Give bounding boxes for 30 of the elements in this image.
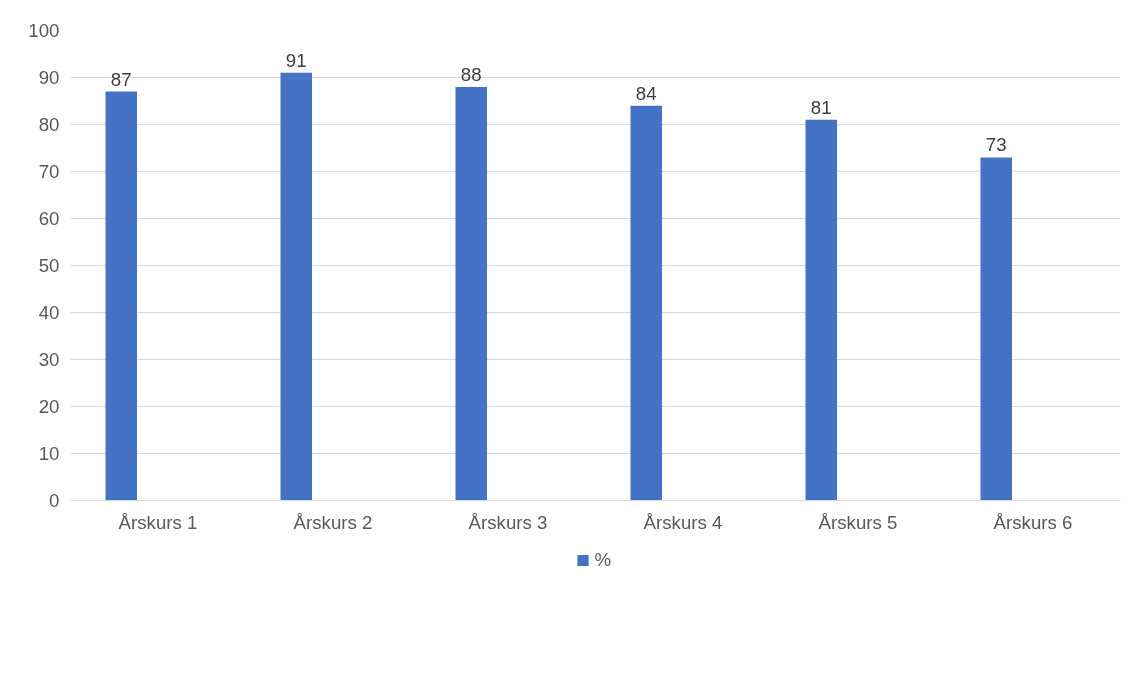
bar [280,72,312,501]
x-tick-label: Årskurs 2 [293,511,373,533]
y-tick-label: 20 [38,396,60,417]
data-label: 88 [460,63,482,85]
x-tick-label: Årskurs 4 [643,511,723,533]
data-label: 84 [635,82,657,104]
data-label: 81 [810,96,832,118]
y-tick-label: 30 [38,349,60,370]
y-tick-label: 40 [38,302,60,323]
y-tick-label: 50 [38,255,60,276]
y-tick-label: 60 [38,208,60,229]
bar [805,119,837,501]
y-tick-label: 0 [49,490,60,511]
x-tick-label: Årskurs 3 [468,511,548,533]
bar [630,105,662,501]
x-tick-label: Årskurs 1 [118,511,198,533]
legend-label: % [594,549,613,571]
y-tick-label: 80 [38,114,60,135]
x-tick-label: Årskurs 6 [993,511,1073,533]
y-tick-label: 10 [38,443,60,464]
data-label: 91 [285,49,307,71]
y-tick-label: 70 [38,161,60,182]
data-label: 87 [110,68,132,90]
bar [105,91,137,501]
x-tick-label: Årskurs 5 [818,511,898,533]
bar [980,157,1012,501]
bar [455,86,487,501]
data-label: 73 [985,134,1007,156]
y-tick-label: 90 [38,67,60,88]
y-tick-label: 100 [28,20,60,41]
